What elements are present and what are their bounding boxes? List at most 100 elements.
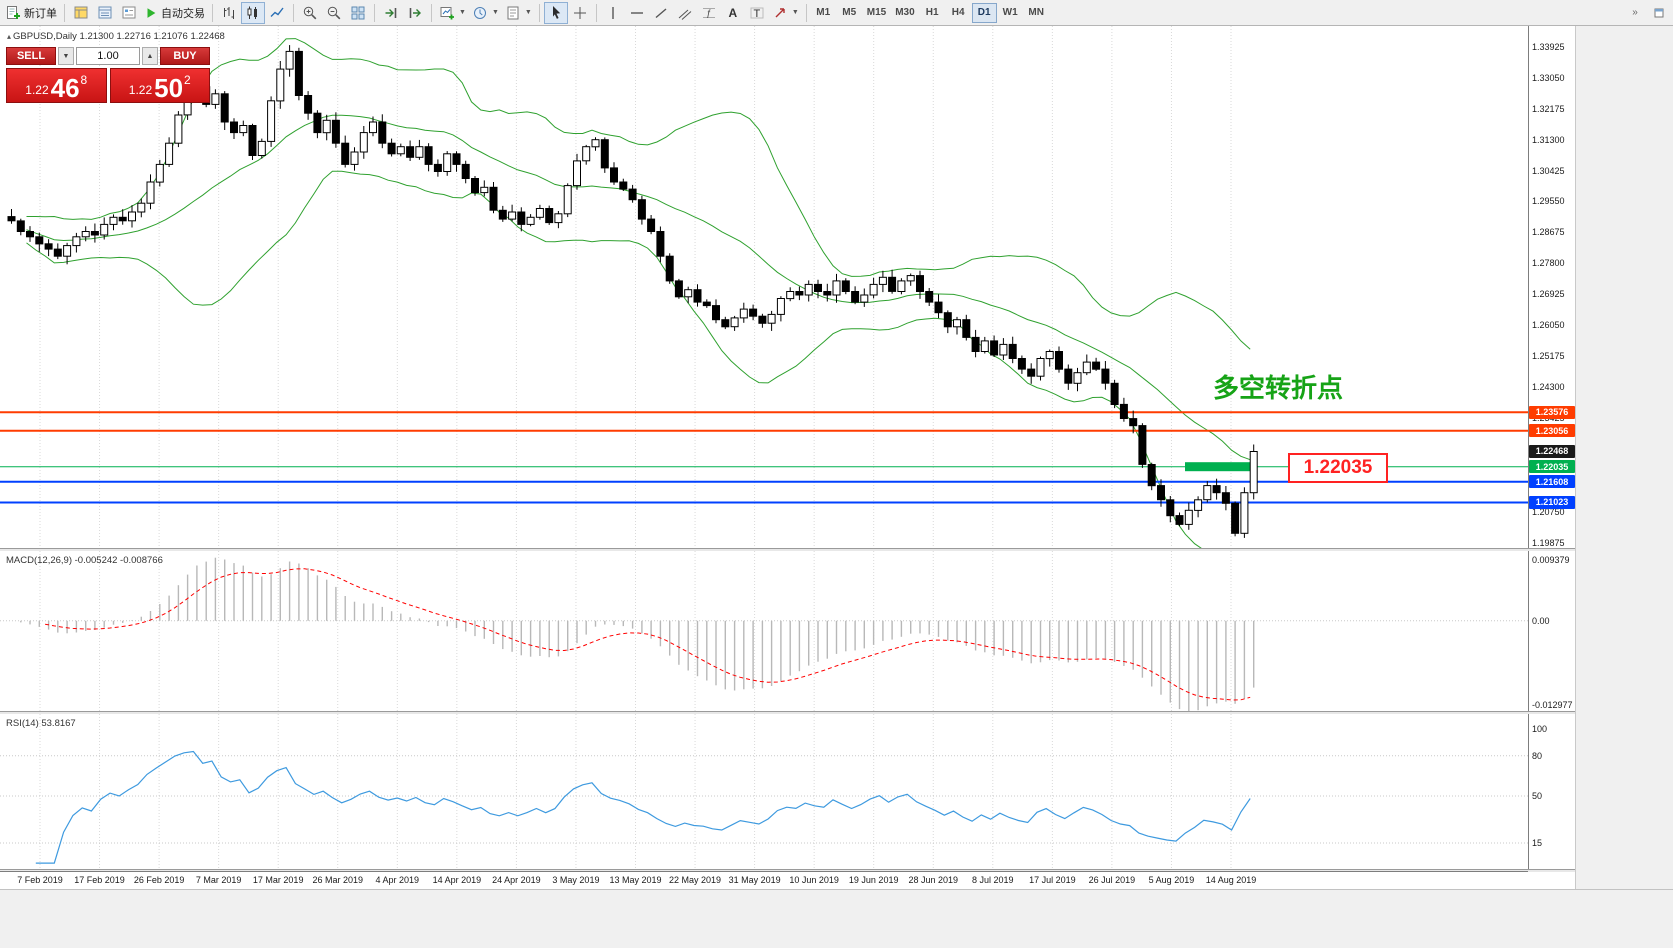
new-chart-icon <box>439 5 455 21</box>
fibonacci-button[interactable]: ƒ <box>697 2 721 24</box>
chevron-down-icon: ▼ <box>491 9 499 16</box>
date-axis-label: 10 Jun 2019 <box>789 875 839 885</box>
chart-shift-icon <box>407 5 423 21</box>
price-axis[interactable]: 1.33925 1.33050 1.32175 1.31300 1.30425 1.295… <box>1528 26 1575 548</box>
price-tag: 1.21608 <box>1529 475 1575 489</box>
symbol-collapse-icon: ▴ <box>7 32 12 41</box>
symbol-title: ▴ GBPUSD,Daily 1.21300 1.22716 1.21076 1.… <box>7 31 225 42</box>
main-chart-panel[interactable]: ▴ GBPUSD,Daily 1.21300 1.22716 1.21076 1.… <box>0 26 1528 548</box>
date-axis-label: 4 Apr 2019 <box>375 875 420 885</box>
timeframe-m30-button[interactable]: M30 <box>891 3 918 23</box>
channel-button[interactable] <box>673 2 697 24</box>
toolbar: 新订单 自动交易 <box>0 0 1673 26</box>
docking-button[interactable] <box>1647 2 1671 24</box>
hline-layer <box>0 411 1528 504</box>
new-chart-button[interactable]: ▼ <box>436 2 469 24</box>
timeframe-h4-button[interactable]: H4 <box>946 3 971 23</box>
horizontal-line-button[interactable] <box>625 2 649 24</box>
toolbar-overflow-button[interactable]: » <box>1623 2 1647 24</box>
tile-windows-button[interactable] <box>346 2 370 24</box>
rsi-axis[interactable]: 100 80 50 15 <box>1528 714 1575 869</box>
data-window-icon <box>97 5 113 21</box>
text-button[interactable]: A <box>721 2 745 24</box>
vertical-line-button[interactable] <box>601 2 625 24</box>
volume-input[interactable] <box>76 47 140 65</box>
navigator-button[interactable] <box>117 2 141 24</box>
sell-price-big: 46 <box>50 73 80 103</box>
templates-button[interactable]: ▼ <box>502 2 535 24</box>
cursor-button[interactable] <box>543 1 568 24</box>
svg-text:A: A <box>728 6 737 20</box>
profiles-icon <box>472 5 488 21</box>
date-axis-label: 8 Jul 2019 <box>972 875 1014 885</box>
vertical-line-icon <box>605 5 621 21</box>
price-axis-label: 1.19875 <box>1532 538 1565 548</box>
buy-price-button[interactable]: 1.22 50 2 <box>109 68 210 103</box>
navigator-icon <box>121 5 137 21</box>
trendline-button[interactable] <box>649 2 673 24</box>
toolbar-separator <box>805 3 807 22</box>
panel-divider[interactable] <box>0 869 1575 872</box>
sell-price-button[interactable]: 1.22 46 8 <box>6 68 107 103</box>
zoom-in-button[interactable] <box>298 2 322 24</box>
timeframe-w1-button[interactable]: W1 <box>998 3 1023 23</box>
volume-decrease-button[interactable]: ▼ <box>58 47 74 65</box>
text-label-button[interactable]: T <box>745 2 769 24</box>
rsi-axis-label: 50 <box>1532 791 1543 802</box>
timeframe-group: M1 M5 M15 M30 H1 H4 D1 W1 MN <box>811 2 1049 23</box>
timeframe-h1-button[interactable]: H1 <box>920 3 945 23</box>
timeframe-m15-button[interactable]: M15 <box>863 3 890 23</box>
chart-shift-button[interactable] <box>403 2 427 24</box>
toolbar-separator <box>212 3 213 22</box>
auto-scroll-button[interactable] <box>379 2 403 24</box>
market-watch-button[interactable] <box>69 2 93 24</box>
candlestick-button[interactable] <box>241 1 265 24</box>
chart-annotation-text: 多空转折点 <box>1213 373 1344 403</box>
panel-divider[interactable] <box>0 711 1575 714</box>
macd-panel[interactable]: MACD(12,26,9) -0.005242 -0.008766 <box>0 551 1528 711</box>
date-axis[interactable]: 7 Feb 2019 17 Feb 2019 26 Feb 2019 7 Mar 20… <box>0 871 1528 889</box>
price-axis-label: 1.20750 <box>1532 507 1565 518</box>
crosshair-button[interactable] <box>568 2 592 24</box>
profiles-button[interactable]: ▼ <box>469 2 502 24</box>
date-axis-label: 26 Mar 2019 <box>312 875 364 885</box>
line-chart-button[interactable] <box>265 2 289 24</box>
window-right-margin <box>1575 26 1673 889</box>
rsi-panel[interactable]: RSI(14) 53.8167 <box>0 714 1528 869</box>
candles-layer <box>7 45 1258 538</box>
bar-chart-button[interactable] <box>217 2 241 24</box>
fibonacci-icon: ƒ <box>701 5 717 21</box>
arrows-button[interactable]: ▼ <box>769 2 802 24</box>
zoom-in-icon <box>302 5 318 21</box>
svg-text:T: T <box>753 8 760 20</box>
macd-chart-canvas[interactable] <box>0 551 1528 711</box>
chart-window: ▴ GBPUSD,Daily 1.21300 1.22716 1.21076 1.… <box>0 26 1575 889</box>
price-axis-label: 1.32175 <box>1532 103 1565 114</box>
date-axis-label: 7 Feb 2019 <box>17 875 63 885</box>
zoom-out-button[interactable] <box>322 2 346 24</box>
data-window-button[interactable] <box>93 2 117 24</box>
channel-icon <box>677 5 693 21</box>
volume-increase-button[interactable]: ▲ <box>142 47 158 65</box>
timeframe-m1-button[interactable]: M1 <box>811 3 836 23</box>
price-tag: 1.22035 <box>1529 460 1575 474</box>
timeframe-mn-button[interactable]: MN <box>1024 3 1049 23</box>
panel-divider[interactable] <box>0 548 1575 551</box>
price-axis-label: 1.24300 <box>1532 381 1565 392</box>
buy-price-sup: 2 <box>184 73 191 87</box>
buy-button[interactable]: BUY <box>160 47 210 65</box>
grid-layer <box>39 551 1232 711</box>
market-watch-icon <box>73 5 89 21</box>
timeframe-d1-button[interactable]: D1 <box>971 2 997 23</box>
new-order-label: 新订单 <box>24 7 57 20</box>
one-click-trading-panel: SELL ▼ ▲ BUY 1.22 46 8 1.22 50 2 <box>6 47 210 103</box>
auto-trading-button[interactable]: 自动交易 <box>141 2 208 24</box>
rsi-chart-canvas[interactable] <box>0 714 1528 869</box>
candlestick-chart-canvas[interactable] <box>0 26 1528 548</box>
date-axis-label: 14 Aug 2019 <box>1205 875 1257 885</box>
timeframe-m5-button[interactable]: M5 <box>837 3 862 23</box>
new-order-button[interactable]: 新订单 <box>2 2 60 24</box>
sell-button[interactable]: SELL <box>6 47 56 65</box>
bollinger-layer <box>26 38 1251 548</box>
macd-axis[interactable]: 0.009379 0.00 -0.012977 <box>1528 551 1575 711</box>
